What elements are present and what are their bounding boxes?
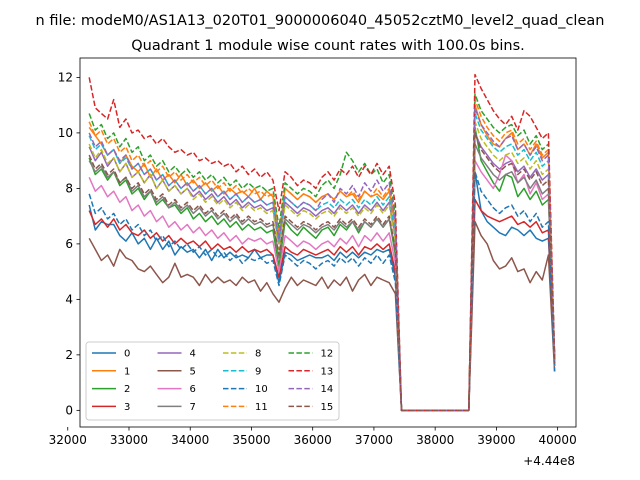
legend-label-12: 12 bbox=[321, 349, 334, 360]
series-line-12 bbox=[88, 93, 556, 412]
chart-title: Quadrant 1 module wise count rates with … bbox=[131, 38, 525, 54]
y-tick-label: 2 bbox=[65, 348, 73, 362]
legend-label-6: 6 bbox=[190, 384, 196, 395]
x-tick-label: 36000 bbox=[294, 433, 332, 447]
x-tick-label: 39000 bbox=[477, 433, 515, 447]
series-line-2 bbox=[88, 126, 556, 412]
series-line-9 bbox=[88, 112, 556, 412]
series-line-15 bbox=[88, 132, 556, 412]
x-tick-label: 32000 bbox=[49, 433, 87, 447]
x-tick-label: 35000 bbox=[232, 433, 270, 447]
legend-label-15: 15 bbox=[321, 402, 334, 413]
legend-label-4: 4 bbox=[190, 349, 196, 360]
y-tick-label: 0 bbox=[65, 404, 73, 418]
series-line-7 bbox=[88, 143, 556, 412]
legend-box bbox=[85, 341, 340, 421]
series-line-10 bbox=[88, 171, 556, 412]
legend-label-9: 9 bbox=[255, 366, 261, 377]
y-tick-label: 10 bbox=[58, 126, 73, 140]
series-line-11 bbox=[88, 98, 556, 412]
x-tick-label: 38000 bbox=[416, 433, 454, 447]
x-tick-label: 40000 bbox=[539, 433, 577, 447]
x-tick-label: 37000 bbox=[355, 433, 393, 447]
series-line-14 bbox=[88, 107, 556, 412]
y-tick-label: 8 bbox=[65, 182, 73, 196]
legend-label-2: 2 bbox=[124, 384, 130, 395]
y-tick-label: 12 bbox=[58, 71, 73, 85]
legend-label-13: 13 bbox=[321, 366, 334, 377]
legend-label-11: 11 bbox=[255, 402, 268, 413]
x-tick-label: 33000 bbox=[110, 433, 148, 447]
y-tick-label: 6 bbox=[65, 237, 73, 251]
series-line-3 bbox=[88, 198, 556, 412]
legend-label-3: 3 bbox=[124, 402, 130, 413]
series-line-5 bbox=[88, 220, 556, 412]
axes-frame bbox=[79, 57, 577, 428]
plot-area bbox=[88, 73, 556, 412]
chart-suptitle: n file: modeM0/AS1A13_020T01_9000006040_… bbox=[36, 13, 605, 29]
x-tick-label: 34000 bbox=[171, 433, 209, 447]
legend-label-5: 5 bbox=[190, 366, 196, 377]
x-offset-label: +4.44e8 bbox=[523, 454, 575, 468]
legend-label-10: 10 bbox=[255, 384, 268, 395]
series-line-6 bbox=[88, 154, 556, 412]
series-line-8 bbox=[88, 121, 556, 412]
legend-label-1: 1 bbox=[124, 366, 130, 377]
axes: 32000 33000 34000 35000 36000 37000 38000 39000… bbox=[49, 57, 577, 447]
legend-label-14: 14 bbox=[321, 384, 334, 395]
series-line-13 bbox=[88, 73, 556, 412]
legend-label-7: 7 bbox=[190, 402, 196, 413]
legend-label-0: 0 bbox=[124, 349, 130, 360]
y-tick-label: 4 bbox=[65, 293, 73, 307]
legend-label-8: 8 bbox=[255, 349, 261, 360]
